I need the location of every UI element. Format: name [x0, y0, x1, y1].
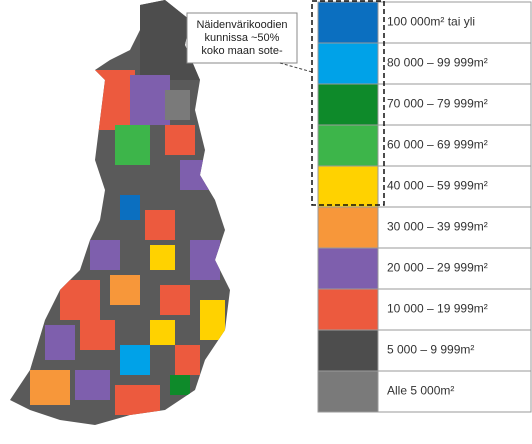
callout-box: [186, 12, 298, 64]
legend: 100 000m² tai yli 80 000 – 99 999m² 70 000…: [317, 1, 532, 413]
legend-swatch: [317, 1, 379, 44]
region: [200, 300, 225, 340]
legend-swatch: [317, 42, 379, 85]
legend-label: 80 000 – 99 999m²: [387, 56, 488, 70]
legend-label: 30 000 – 39 999m²: [387, 220, 488, 234]
region: [130, 75, 170, 125]
callout-pointer: [279, 62, 313, 73]
region: [90, 240, 120, 270]
legend-swatch: [317, 165, 379, 208]
region: [190, 240, 220, 280]
region: [165, 90, 190, 120]
highlight-box: [311, 0, 385, 206]
region: [115, 125, 150, 165]
region: [175, 345, 200, 375]
region: [160, 285, 190, 315]
region: [30, 370, 70, 405]
legend-label: 20 000 – 29 999m²: [387, 261, 488, 275]
region: [115, 385, 160, 415]
callout-text: kunnissa ~50%: [205, 32, 280, 44]
region: [120, 345, 150, 375]
legend-label: Alle 5 000m²: [387, 384, 454, 398]
legend-label: 40 000 – 59 999m²: [387, 179, 488, 193]
legend-swatch: [317, 329, 379, 372]
callout-text: koko maan sote-: [201, 45, 283, 57]
map: [10, 0, 230, 425]
region: [80, 320, 115, 350]
legend-swatch: [317, 124, 379, 167]
region: [95, 70, 135, 130]
legend-swatch: [317, 247, 379, 290]
legend-label: 10 000 – 19 999m²: [387, 302, 488, 316]
region: [180, 160, 210, 190]
region: [170, 375, 190, 395]
legend-label: 60 000 – 69 999m²: [387, 138, 488, 152]
legend-label: 70 000 – 79 999m²: [387, 97, 488, 111]
legend-swatch: [317, 206, 379, 249]
callout-text: Näidenvärikoodien: [196, 19, 287, 31]
region: [145, 210, 175, 240]
region: [60, 280, 100, 320]
region: [45, 325, 75, 360]
region: [75, 370, 110, 400]
region: [165, 125, 195, 155]
region: [120, 195, 140, 220]
region: [150, 245, 175, 270]
legend-label: 100 000m² tai yli: [387, 15, 475, 29]
region: [150, 320, 175, 345]
legend-label: 5 000 – 9 999m²: [387, 343, 474, 357]
legend-swatch: [317, 370, 379, 413]
region: [110, 275, 140, 305]
legend-swatch: [317, 288, 379, 331]
legend-swatch: [317, 83, 379, 126]
